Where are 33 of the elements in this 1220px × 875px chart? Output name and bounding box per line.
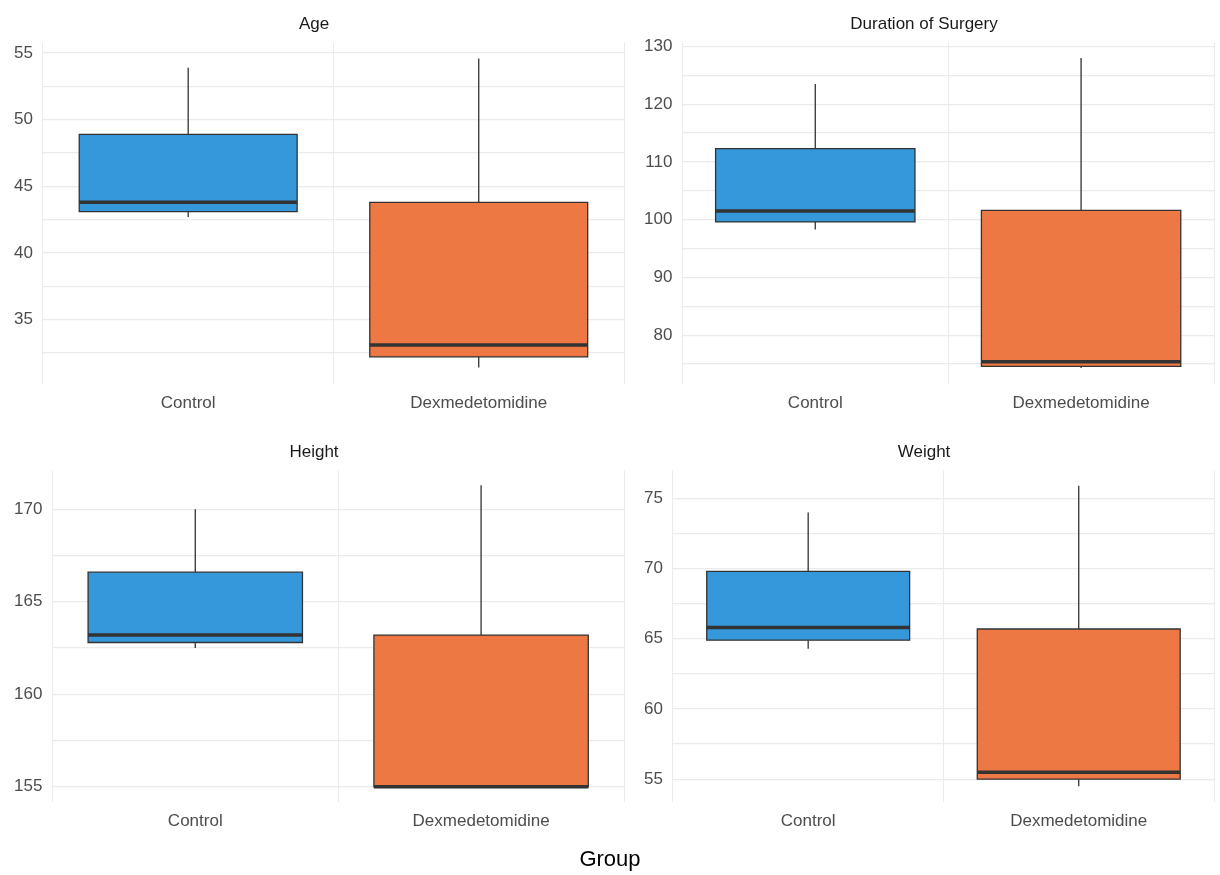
x-tick-label: Control [160, 393, 216, 413]
y-tick-label: 35 [13, 309, 33, 329]
y-tick-label: 165 [13, 591, 43, 611]
x-tick-label: Dexmedetomidine [1010, 811, 1148, 831]
y-tick-label: 120 [643, 93, 673, 113]
y-tick-label: 100 [643, 209, 673, 229]
x-tick-label: Dexmedetomidine [412, 811, 550, 831]
x-tick-label: Dexmedetomidine [1012, 393, 1150, 413]
y-tick-label: 45 [13, 176, 33, 196]
chart-title: Duration of Surgery [850, 13, 999, 33]
chart-title: Height [289, 441, 339, 461]
x-axis-title: Group [578, 846, 642, 872]
x-tick-label: Dexmedetomidine [410, 393, 548, 413]
chart-title: Age [298, 13, 330, 33]
y-tick-label: 130 [643, 36, 673, 56]
y-tick-label: 110 [645, 151, 673, 171]
y-tick-label: 70 [643, 558, 663, 578]
y-tick-label: 60 [643, 698, 663, 718]
y-tick-label: 55 [13, 42, 33, 62]
y-tick-label: 155 [13, 776, 43, 796]
y-tick-label: 75 [643, 488, 663, 508]
x-tick-label: Control [780, 811, 836, 831]
y-tick-label: 160 [13, 683, 43, 703]
y-tick-label: 170 [13, 498, 43, 518]
chart-title: Weight [897, 441, 951, 461]
y-tick-label: 65 [643, 628, 663, 648]
y-tick-label: 55 [643, 768, 663, 788]
y-tick-label: 50 [13, 109, 33, 129]
x-tick-label: Control [167, 811, 223, 831]
y-tick-label: 90 [653, 267, 673, 287]
y-tick-label: 40 [13, 242, 33, 262]
x-tick-label: Control [787, 393, 843, 413]
y-tick-label: 80 [653, 324, 673, 344]
